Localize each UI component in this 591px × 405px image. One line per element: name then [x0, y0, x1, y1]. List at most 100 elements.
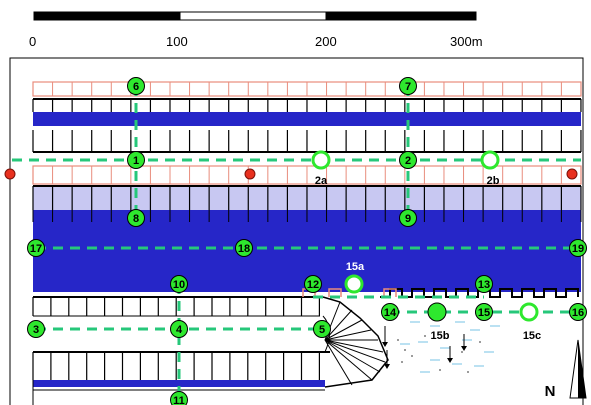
map-frame	[9, 57, 584, 405]
scale-label-100: 100	[166, 34, 188, 49]
node-15[interactable]	[475, 303, 493, 321]
pier-fan-ray	[324, 339, 373, 381]
dock-row-b-dividers	[32, 99, 582, 112]
scale-bar: 0 100 200 300m	[29, 11, 483, 49]
node-9-label: 9	[405, 213, 411, 225]
node-3[interactable]	[27, 320, 45, 338]
open-marker-2b[interactable]	[480, 150, 500, 170]
node-15-label: 15	[478, 307, 490, 319]
node-14-label: 14	[384, 307, 397, 319]
node-4-label: 4	[176, 324, 183, 336]
pier-fan-ray	[324, 329, 372, 341]
filled-marker-15b-label: 15b	[431, 330, 450, 342]
red-marker-center	[244, 168, 256, 180]
water-dot	[424, 335, 426, 337]
open-marker-2a[interactable]	[311, 150, 331, 170]
node-4[interactable]	[170, 320, 188, 338]
node-5-label: 5	[319, 324, 325, 336]
node-11-label: 11	[173, 395, 185, 405]
slip-row-a	[32, 81, 582, 97]
shallow-water-ripples	[397, 321, 500, 373]
node-1[interactable]	[127, 151, 145, 169]
lower-pier-lower-band	[33, 380, 325, 387]
node-19-label: 19	[572, 243, 584, 255]
node-16[interactable]	[569, 303, 587, 321]
red-marker-east	[566, 168, 578, 180]
north-arrow-label: N	[545, 383, 556, 400]
open-marker-15a-label: 15a	[346, 261, 365, 273]
dock-row-e-dividers	[32, 186, 582, 210]
water-dot	[397, 339, 399, 341]
slip-row-d	[32, 165, 582, 185]
current-arrows	[382, 326, 467, 369]
pink-notch	[328, 288, 342, 297]
open-marker-15c[interactable]	[519, 302, 539, 322]
node-10[interactable]	[170, 275, 188, 293]
dock-row-b	[32, 98, 582, 126]
node-3-label: 3	[33, 324, 39, 336]
node-18[interactable]	[235, 239, 253, 257]
slip-row-d-dividers	[32, 166, 582, 184]
water-dot	[444, 337, 446, 339]
scale-label-0: 0	[29, 34, 36, 49]
pink-notch	[383, 288, 397, 297]
red-markers	[4, 168, 578, 180]
node-6-label: 6	[133, 81, 139, 93]
current-arrowhead	[384, 364, 390, 369]
lower-pier-upper-dividers	[32, 297, 320, 316]
node-6[interactable]	[127, 77, 145, 95]
node-18-label: 18	[238, 243, 250, 255]
node-13-label: 13	[478, 279, 490, 291]
open-marker-2b-label: 2b	[487, 175, 500, 187]
pier-fan-ray	[324, 339, 381, 373]
water-dot	[479, 341, 481, 343]
pier-fan-ray	[324, 319, 363, 341]
open-marker-15c-label: 15c	[523, 330, 541, 342]
pier-fan-end	[322, 296, 389, 388]
node-2-label: 2	[405, 155, 411, 167]
node-5[interactable]	[313, 320, 331, 338]
node-11[interactable]	[170, 391, 188, 405]
scale-bar-segment-2	[179, 11, 327, 21]
dock-row-b-band	[33, 112, 581, 126]
node-19[interactable]	[569, 239, 587, 257]
node-13[interactable]	[475, 275, 493, 293]
node-12-label: 12	[307, 279, 319, 291]
north-arrow-shade-icon	[578, 340, 586, 398]
open-marker-2a-label: 2a	[315, 175, 328, 187]
filled-marker-15b[interactable]	[427, 302, 447, 322]
pier-fan-ray	[324, 339, 353, 386]
lower-pier-upper	[32, 296, 323, 317]
current-arrowhead	[447, 358, 453, 363]
scale-bar-segment-3	[325, 11, 477, 21]
node-10-label: 10	[173, 279, 185, 291]
node-17-label: 17	[30, 243, 42, 255]
node-7-label: 7	[405, 81, 411, 93]
slip-row-a-dividers	[32, 82, 582, 96]
node-17[interactable]	[27, 239, 45, 257]
node-8-label: 8	[133, 213, 139, 225]
node-8[interactable]	[127, 209, 145, 227]
node-7[interactable]	[399, 77, 417, 95]
node-12[interactable]	[304, 275, 322, 293]
dock-row-c-dividers	[32, 130, 582, 152]
current-arrowhead	[461, 346, 467, 351]
water-dot	[401, 361, 403, 363]
open-marker-15a[interactable]	[344, 274, 364, 294]
node-9[interactable]	[399, 209, 417, 227]
dock-row-c	[32, 130, 582, 153]
current-arrowhead	[382, 342, 388, 347]
node-14[interactable]	[381, 303, 399, 321]
north-arrow: N	[545, 339, 587, 400]
pier-fan-ray	[324, 339, 386, 363]
node-2[interactable]	[399, 151, 417, 169]
water-dot	[467, 371, 469, 373]
red-marker-west	[4, 168, 16, 180]
lower-pier-lower-dividers	[32, 352, 320, 380]
open-markers: 2a 2b 15a 15c	[311, 150, 541, 342]
scale-label-200: 200	[315, 34, 337, 49]
water-dot	[404, 349, 406, 351]
node-1-label: 1	[133, 155, 139, 167]
